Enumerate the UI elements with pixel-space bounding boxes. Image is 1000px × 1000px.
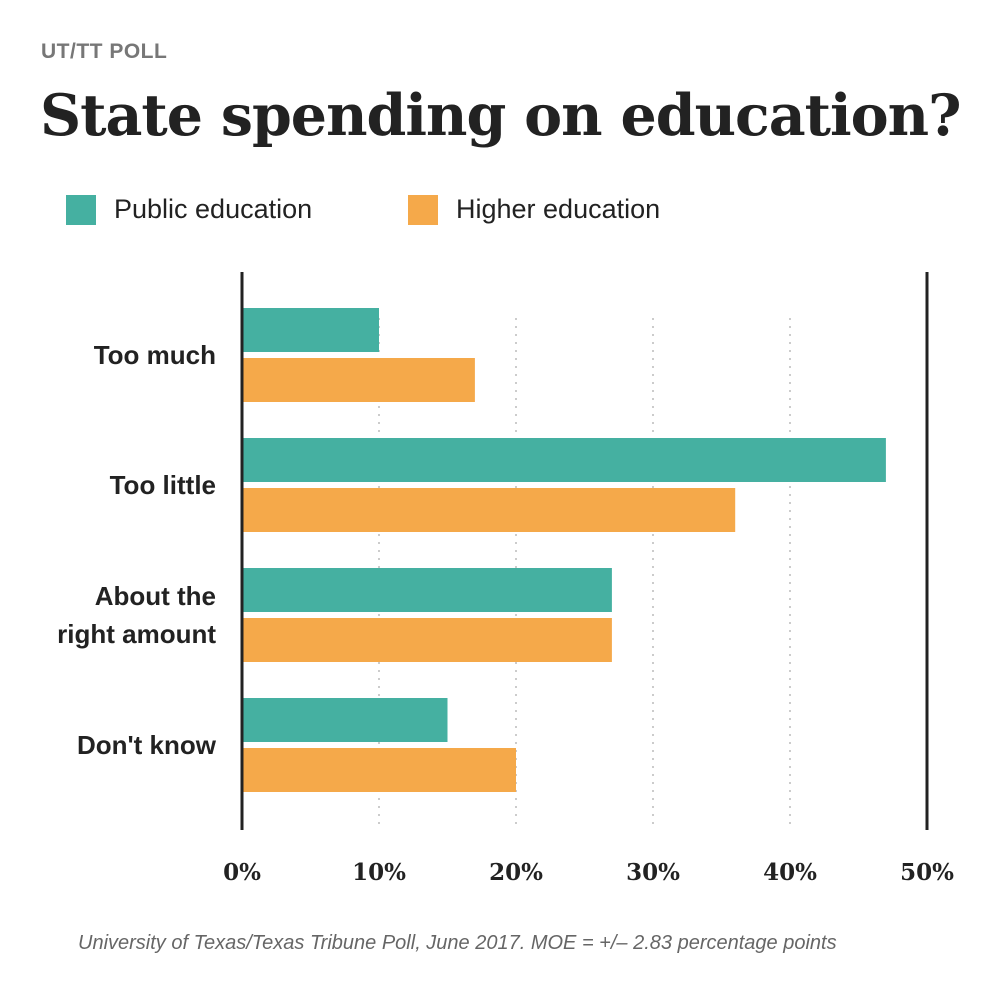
legend-item-public: Public education (66, 194, 312, 225)
legend-swatch-higher (408, 194, 438, 225)
bar-higher-education (242, 748, 516, 792)
legend: Public education Higher education (0, 194, 1000, 228)
legend-label-public: Public education (114, 194, 313, 224)
legend-swatch-public (66, 194, 96, 225)
bar-public-education (242, 568, 612, 612)
tick-label: 30% (626, 859, 680, 886)
tick-label: 20% (489, 859, 543, 886)
bar-higher-education (242, 358, 475, 402)
category-label: Too little (110, 470, 216, 500)
bar-higher-education (242, 488, 736, 532)
bar-public-education (242, 438, 886, 482)
bar-public-education (242, 698, 448, 742)
tick-label: 40% (763, 859, 817, 886)
category-label: Too much (94, 340, 216, 370)
category-label: About the right amount (57, 581, 216, 649)
bar-higher-education (242, 618, 612, 662)
chart-kicker: UT/TT POLL (41, 40, 168, 63)
legend-label-higher: Higher education (456, 194, 661, 224)
tick-label: 0% (223, 859, 261, 886)
bar-public-education (242, 308, 379, 352)
tick-label: 10% (352, 859, 406, 886)
chart-title: State spending on education? (40, 82, 962, 149)
legend-item-higher: Higher education (408, 194, 660, 225)
tick-label: 50% (900, 859, 954, 886)
category-label: Don't know (77, 730, 217, 760)
source-note: University of Texas/Texas Tribune Poll, … (78, 932, 837, 954)
